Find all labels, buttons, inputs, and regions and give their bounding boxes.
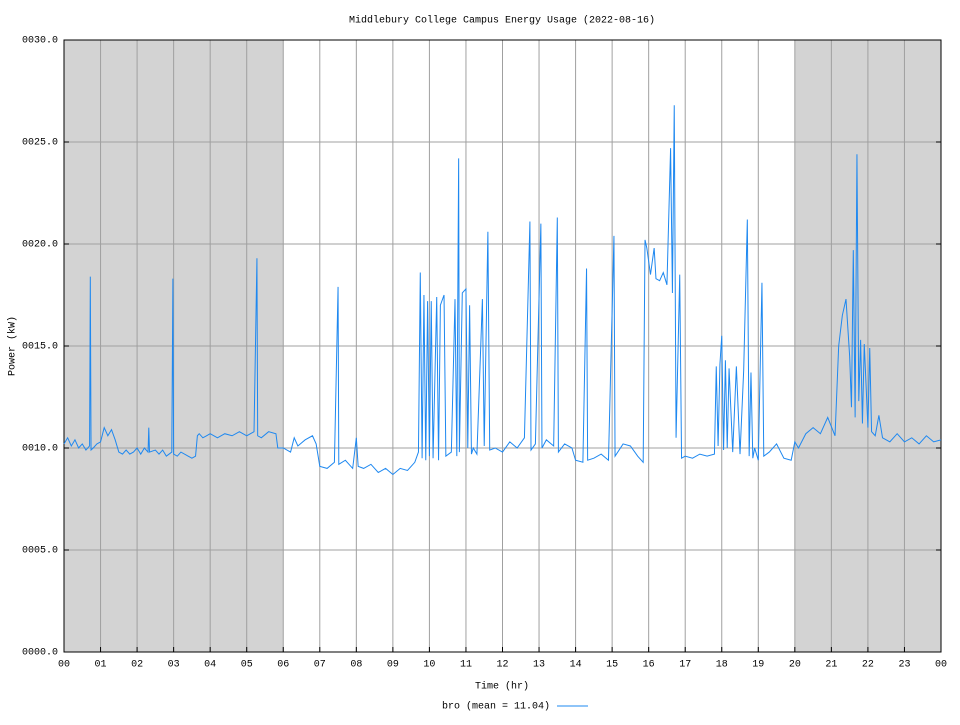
- x-tick-label: 12: [496, 660, 508, 671]
- x-tick-label: 10: [423, 660, 435, 671]
- y-tick-label: 0025.0: [22, 138, 58, 149]
- x-tick-label: 02: [131, 660, 143, 671]
- x-tick-label: 11: [460, 660, 472, 671]
- x-tick-label: 06: [277, 660, 289, 671]
- x-tick-label: 18: [716, 660, 728, 671]
- x-tick-label: 08: [350, 660, 362, 671]
- x-tick-label: 05: [241, 660, 253, 671]
- x-tick-label: 14: [570, 660, 582, 671]
- plot-area: 0000.0 0005.0 0010.0 0015.0 0020.0 0025.0 0030…: [22, 36, 947, 671]
- y-tick-label: 0030.0: [22, 36, 58, 47]
- y-tick-label: 0010.0: [22, 444, 58, 455]
- x-tick-label: 07: [314, 660, 326, 671]
- x-tick-label: 16: [643, 660, 655, 671]
- series-line: [63, 105, 942, 476]
- y-axis-label: Power (kW): [7, 316, 19, 376]
- x-tick-label: 22: [862, 660, 874, 671]
- x-tick-label: 23: [898, 660, 910, 671]
- y-tick-label: 0020.0: [22, 240, 58, 251]
- x-tick-label: 17: [679, 660, 691, 671]
- plot-border: [63, 39, 942, 653]
- y-tick-label: 0005.0: [22, 546, 58, 557]
- y-tick-label: 0000.0: [22, 648, 58, 659]
- x-tick-label: 03: [168, 660, 180, 671]
- x-tick-label: 13: [533, 660, 545, 671]
- chart-title: Middlebury College Campus Energy Usage (…: [349, 15, 655, 27]
- x-tick-label: 00: [935, 660, 947, 671]
- x-axis-label: Time (hr): [475, 681, 529, 693]
- x-tick-label: 15: [606, 660, 618, 671]
- x-tick-label: 04: [204, 660, 216, 671]
- legend-label: bro (mean = 11.04): [442, 701, 550, 713]
- x-tick-label: 19: [752, 660, 764, 671]
- x-tick-label: 20: [789, 660, 801, 671]
- x-tick-label: 01: [95, 660, 107, 671]
- x-tick-label: 21: [825, 660, 837, 671]
- y-tick-label: 0015.0: [22, 342, 58, 353]
- x-tick-label: 00: [58, 660, 70, 671]
- x-tick-label: 09: [387, 660, 399, 671]
